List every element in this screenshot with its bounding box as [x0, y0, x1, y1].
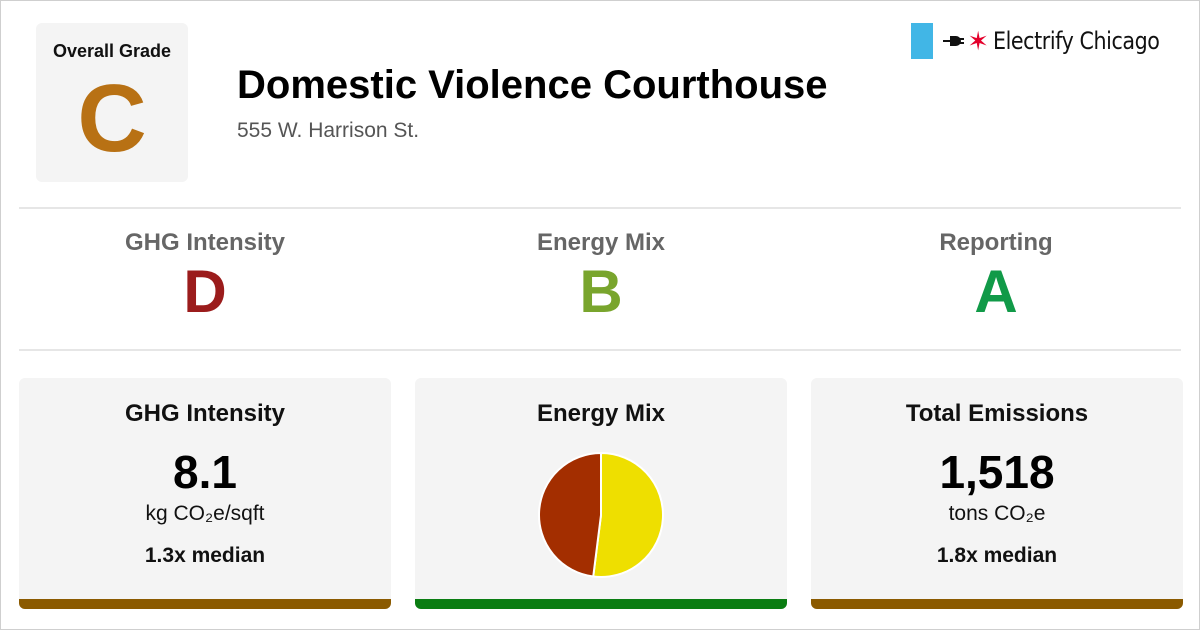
pie-slice-1	[538, 451, 602, 578]
divider	[19, 207, 1181, 209]
panel-title: Energy Mix	[536, 400, 666, 427]
subgrade-label: Energy Mix	[536, 229, 666, 256]
panel-title: Total Emissions	[905, 400, 1089, 427]
subgrades-row: GHG Intensity D Energy Mix B Reporting A	[1, 211, 1200, 349]
subgrade-letter: D	[183, 258, 227, 325]
pie-svg	[538, 451, 664, 578]
subgrade-ghg-intensity: GHG Intensity D	[7, 211, 403, 327]
total-emissions-panel: Total Emissions 1,518 tons CO₂e 1.8x med…	[811, 378, 1183, 609]
subgrade-label: GHG Intensity	[124, 229, 286, 256]
ghg-intensity-unit: kg CO₂e/sqft	[145, 502, 265, 525]
building-name: Domestic Violence Courthouse	[237, 63, 828, 107]
subgrade-letter: B	[579, 258, 623, 325]
plug-icon	[943, 36, 965, 46]
subgrade-label: Reporting	[939, 229, 1053, 256]
subgrade-reporting: Reporting A	[798, 211, 1194, 327]
subgrade-letter: A	[974, 258, 1018, 325]
total-emissions-value: 1,518	[939, 446, 1055, 498]
overall-grade-label: Overall Grade	[52, 41, 172, 61]
panel-color-bar	[415, 599, 787, 609]
divider	[19, 349, 1181, 351]
electrify-chicago-logo[interactable]: ✶ Electrify Chicago	[911, 23, 1177, 59]
ghg-intensity-median: 1.3x median	[144, 544, 266, 567]
total-emissions-median: 1.8x median	[936, 544, 1058, 567]
stats-panels: GHG Intensity 8.1 kg CO₂e/sqft 1.3x medi…	[1, 378, 1200, 610]
ghg-intensity-value: 8.1	[173, 446, 237, 498]
logo-text: Electrify Chicago	[993, 27, 1160, 55]
panel-color-bar	[19, 599, 391, 609]
subgrade-energy-mix: Energy Mix B	[403, 211, 799, 327]
overall-grade-letter: C	[77, 65, 147, 172]
ghg-intensity-panel: GHG Intensity 8.1 kg CO₂e/sqft 1.3x medi…	[19, 378, 391, 609]
building-address: 555 W. Harrison St.	[237, 119, 420, 142]
overall-grade-box: Overall Grade C	[36, 23, 188, 182]
energy-mix-pie-chart	[537, 451, 665, 579]
panel-color-bar	[811, 599, 1183, 609]
total-emissions-unit: tons CO₂e	[948, 502, 1046, 525]
panel-title: GHG Intensity	[124, 400, 286, 427]
flag-stripe-icon	[911, 23, 934, 59]
energy-mix-panel: Energy Mix	[415, 378, 787, 609]
star-icon: ✶	[967, 26, 989, 56]
pie-slice-0	[592, 451, 664, 578]
